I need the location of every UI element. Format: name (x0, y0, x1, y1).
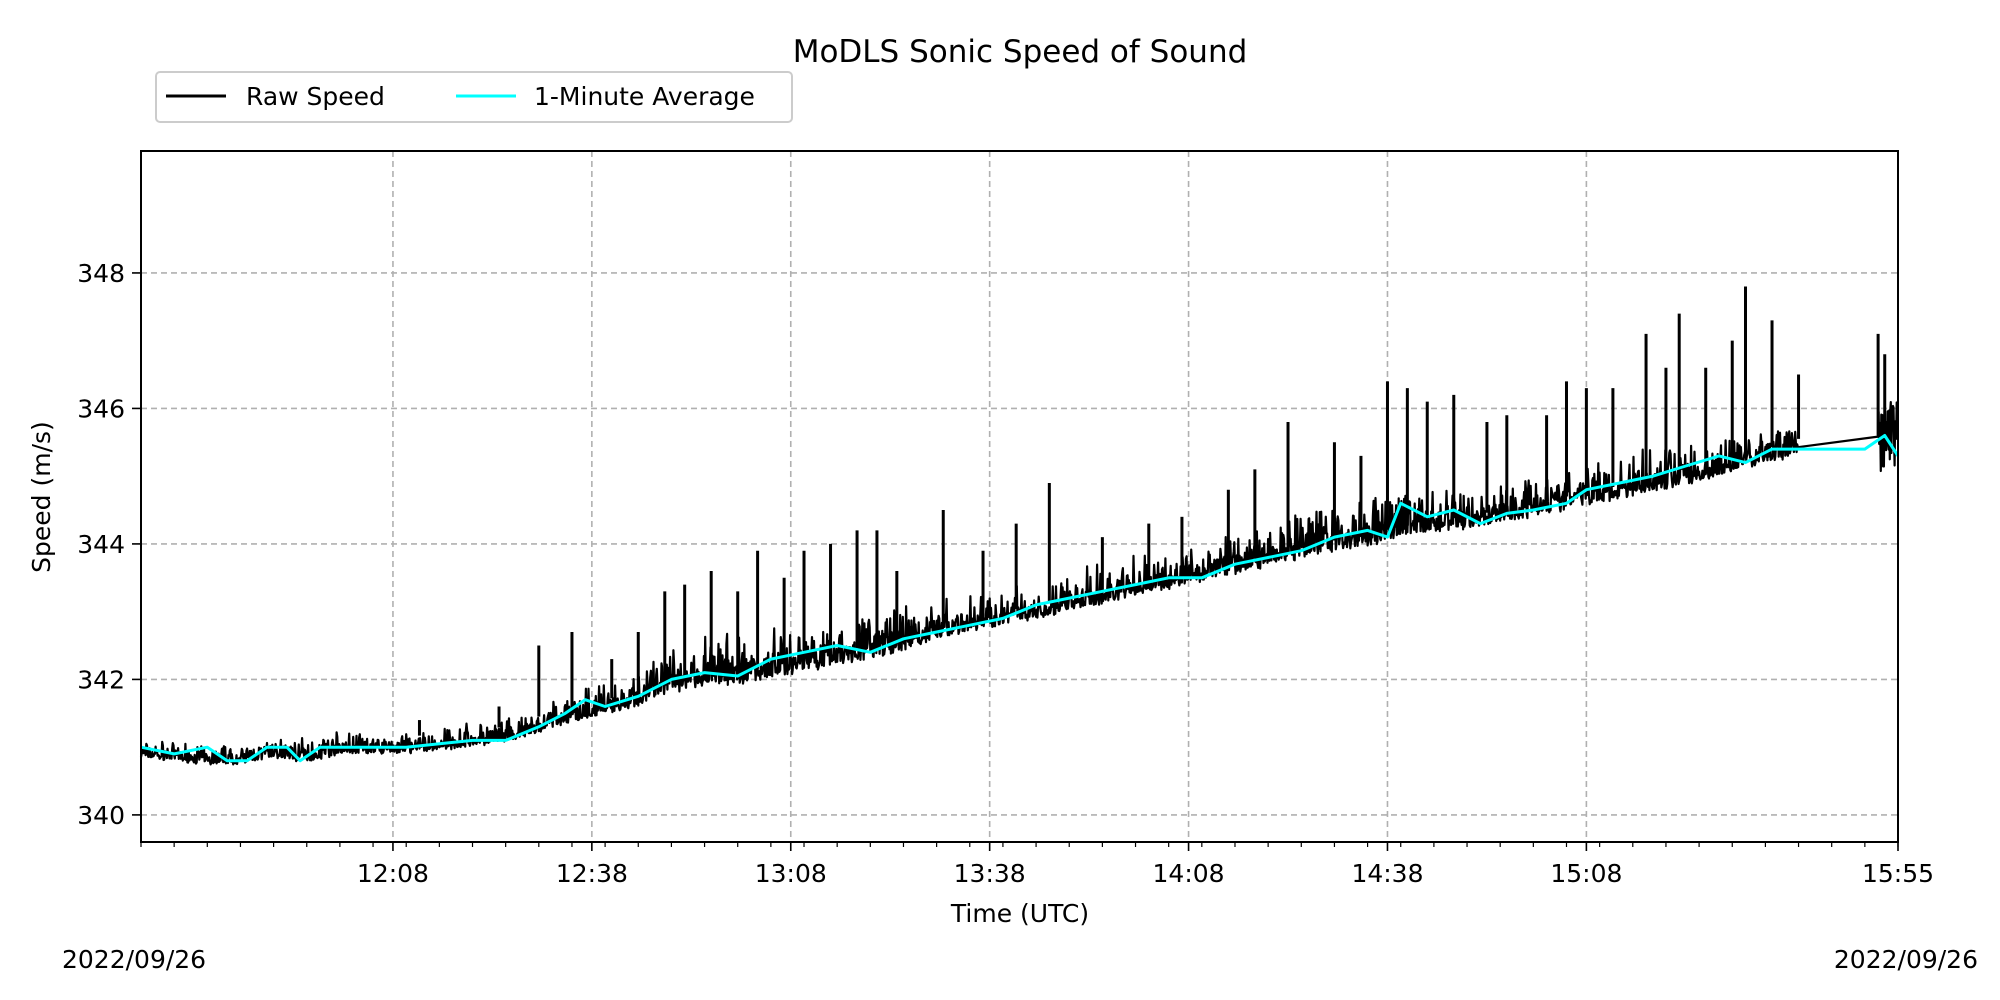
y-axis-ticks: 340 342 344 346 348 (77, 259, 141, 830)
x-tick-label: 12:38 (556, 859, 628, 888)
x-tick-label: 12:08 (357, 859, 429, 888)
start-date-label: 2022/09/26 (62, 945, 206, 974)
legend: Raw Speed 1-Minute Average (155, 71, 793, 123)
raw-speed-series (139, 286, 1899, 766)
x-tick-label: 13:08 (755, 859, 827, 888)
x-tick-label: 14:08 (1153, 859, 1225, 888)
1-minute-average-series (140, 434, 1900, 763)
x-tick-label: 15:08 (1550, 859, 1622, 888)
x-tick-label: 13:38 (954, 859, 1026, 888)
legend-label-1-minute-average: 1-Minute Average (534, 82, 755, 111)
y-tick-label: 348 (77, 259, 125, 288)
chart-title: MoDLS Sonic Speed of Sound (793, 34, 1248, 70)
end-date-label: 2022/09/26 (1834, 945, 1978, 974)
y-axis-label: Speed (m/s) (27, 421, 56, 573)
y-tick-label: 344 (77, 530, 125, 559)
x-axis-label: Time (UTC) (950, 899, 1089, 928)
y-tick-label: 340 (77, 801, 125, 830)
x-tick-label: 15:55 (1862, 859, 1934, 888)
y-tick-label: 346 (77, 394, 125, 423)
x-tick-label: 14:38 (1351, 859, 1423, 888)
x-axis-ticks: 12:08 12:38 13:08 13:38 14:08 14:38 15:08 15:55 (140, 842, 1934, 888)
plot-area-frame (140, 150, 1899, 843)
legend-label-raw-speed: Raw Speed (246, 82, 385, 111)
y-tick-label: 342 (77, 665, 125, 694)
average-speed-line (140, 434, 1900, 763)
